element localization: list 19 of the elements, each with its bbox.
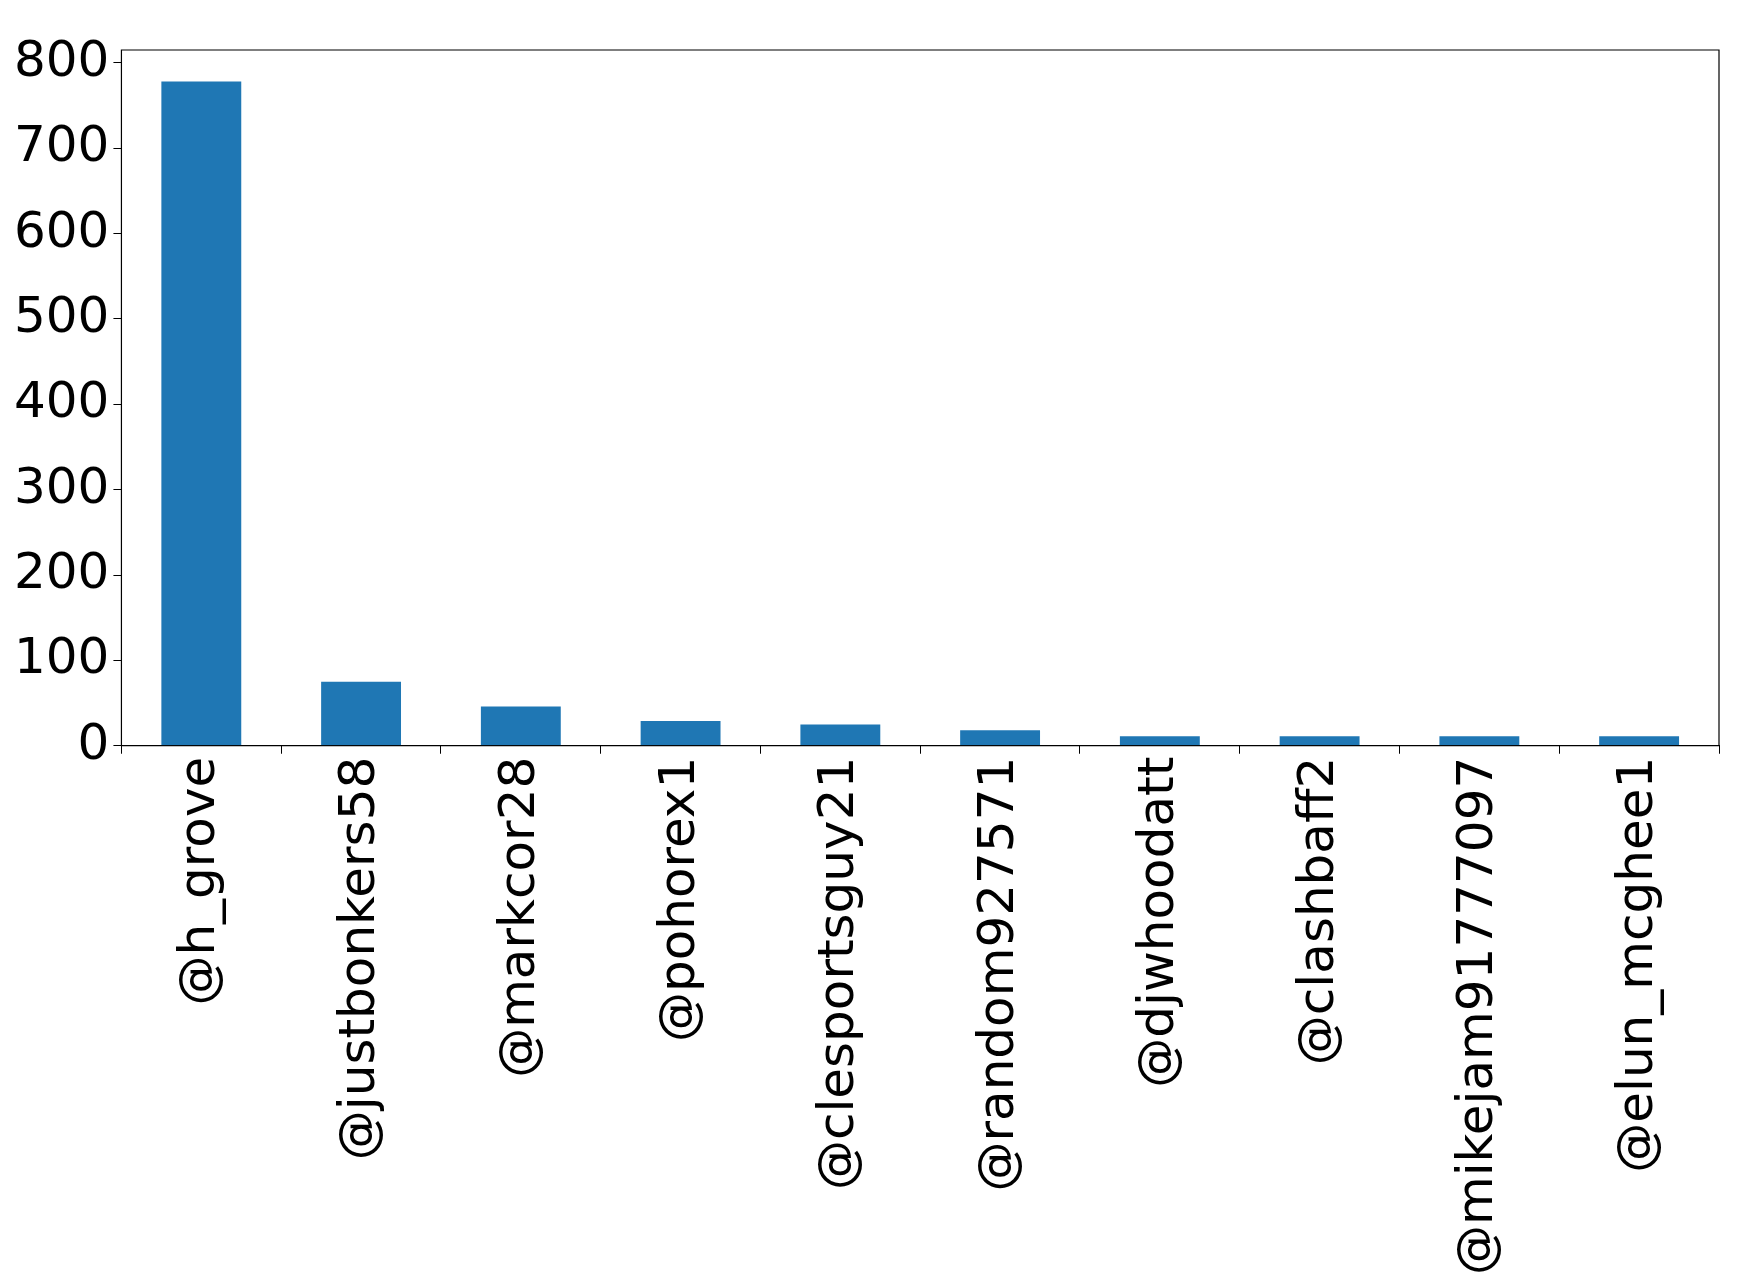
x-tick-label: @markcor28 xyxy=(487,756,546,1078)
y-tick-label: 800 xyxy=(14,29,110,88)
x-tick-label: @pohorex1 xyxy=(647,756,706,1043)
y-tick-label: 600 xyxy=(14,200,110,259)
y-tick-label: 200 xyxy=(14,541,110,600)
y-tick-label: 500 xyxy=(14,285,110,344)
y-tick-label: 0 xyxy=(77,712,110,771)
x-tick-label: @djwhoodatt xyxy=(1126,756,1185,1088)
y-tick-label: 100 xyxy=(14,627,110,686)
x-tick-label: @clashbaff2 xyxy=(1286,756,1345,1066)
y-tick-label: 300 xyxy=(14,456,110,515)
x-tick-label: @h_grove xyxy=(168,756,227,1006)
x-tick-label: @elun_mcghee1 xyxy=(1606,756,1665,1173)
x-tick-label: @random927571 xyxy=(967,756,1026,1192)
x-tick-label: @clesportsguy21 xyxy=(807,756,866,1191)
x-tick-label: @justbonkers58 xyxy=(328,756,387,1161)
y-tick-label: 700 xyxy=(14,115,110,174)
x-tick-label: @mikejam91777097 xyxy=(1446,756,1505,1275)
y-tick-label: 400 xyxy=(14,371,110,430)
